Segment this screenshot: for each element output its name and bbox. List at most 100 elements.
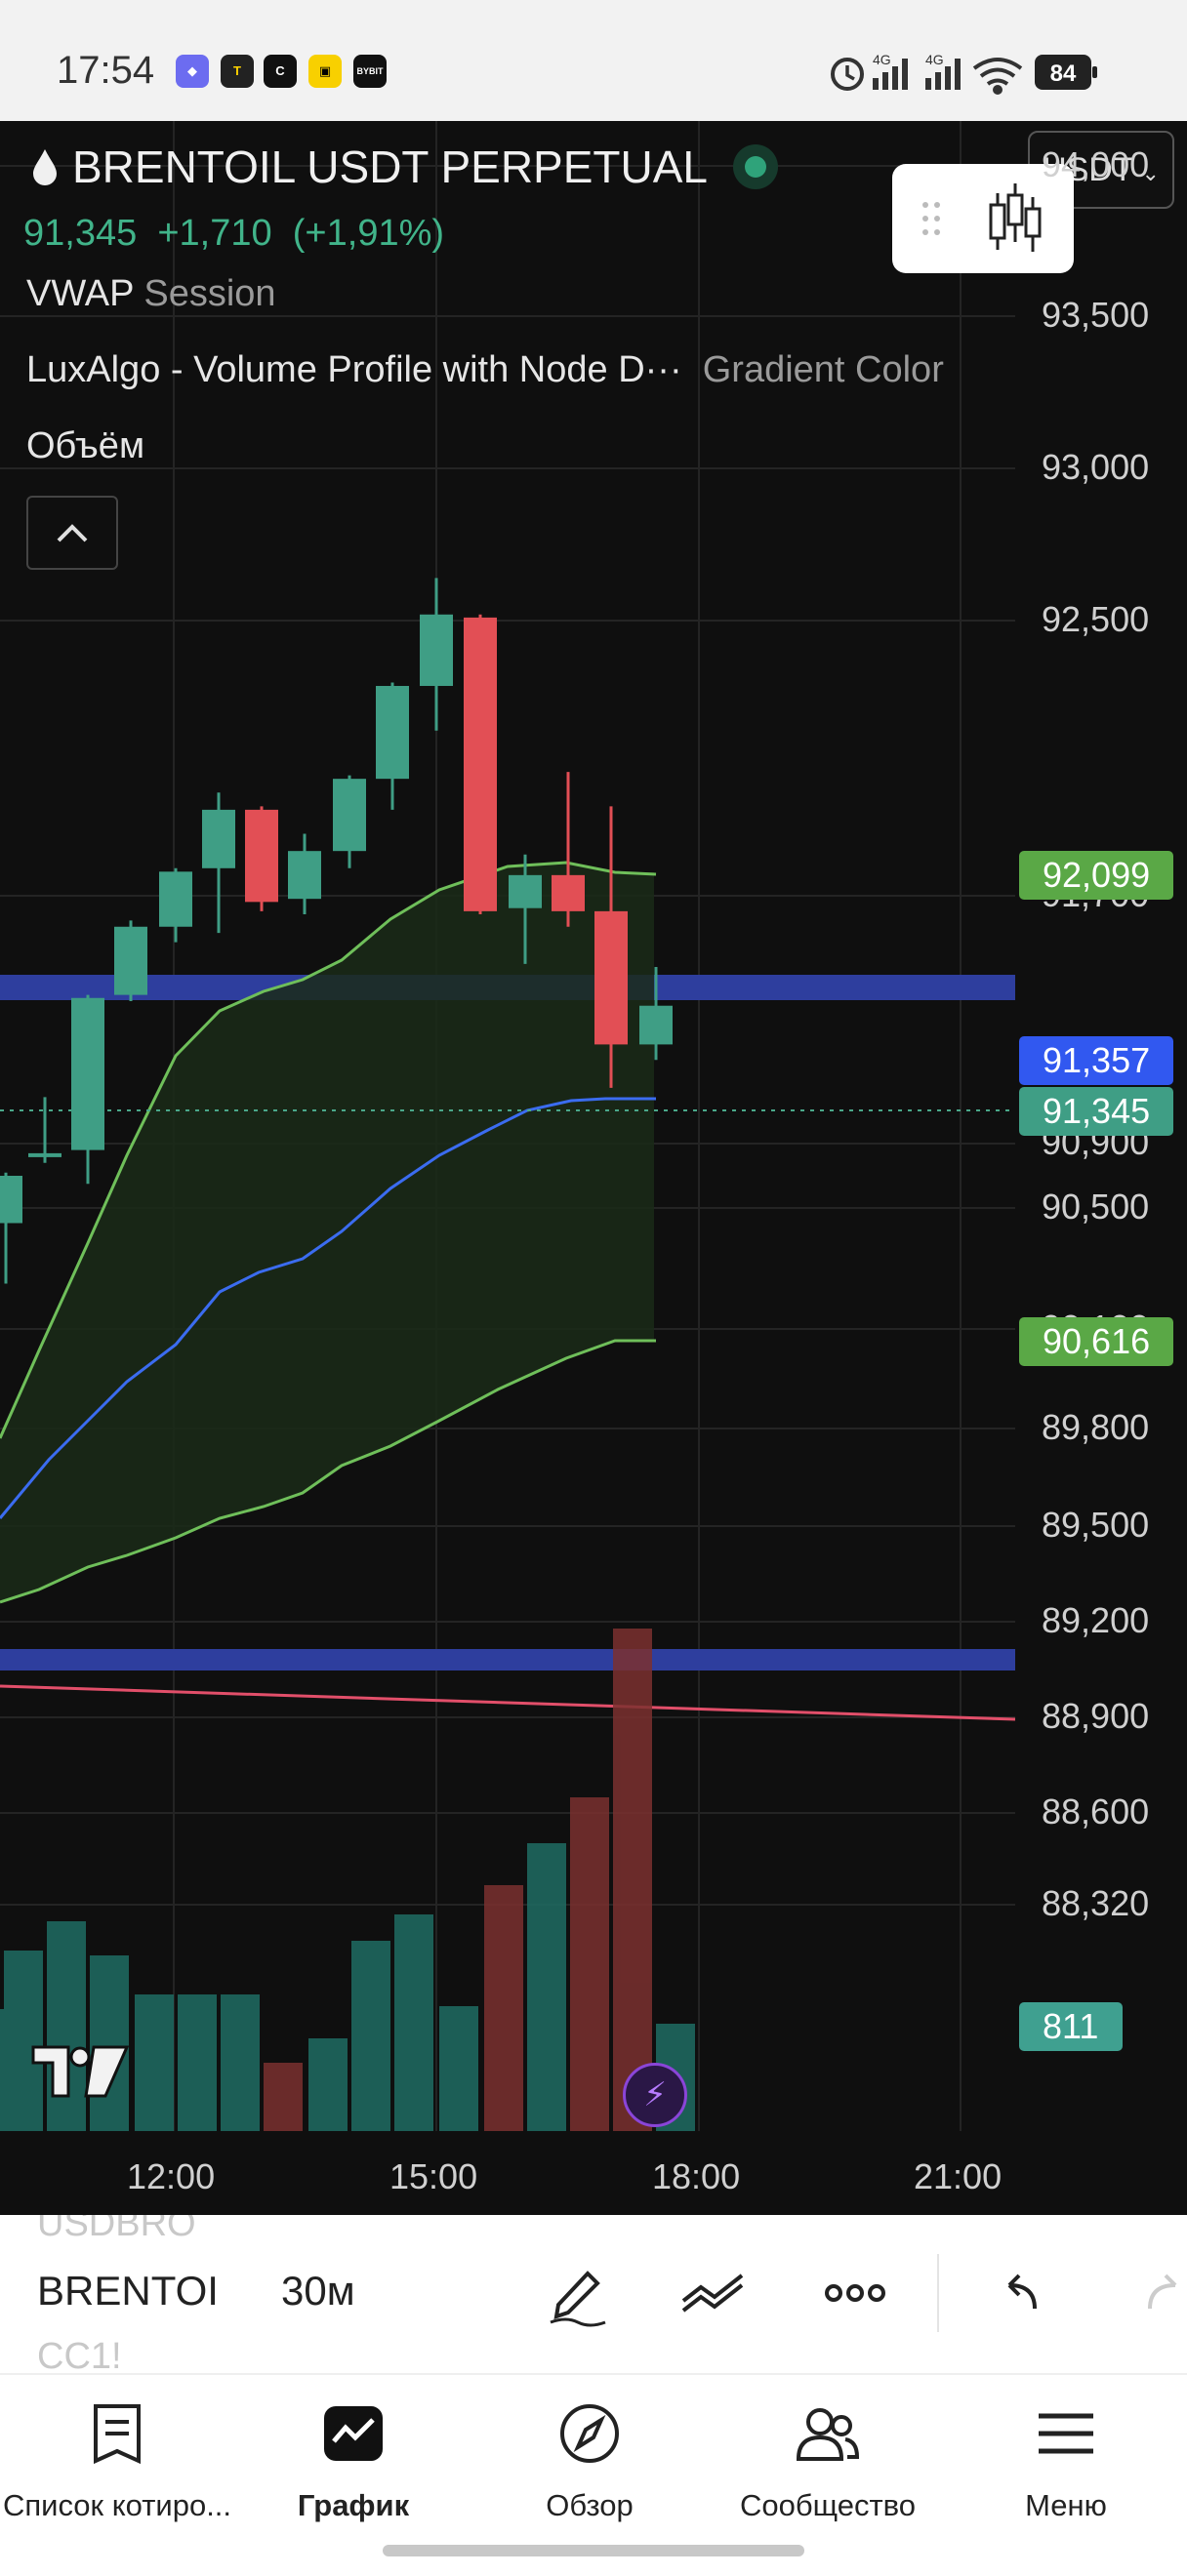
price-axis-label: 89,800: [1042, 1407, 1150, 1447]
trend-line: [0, 1684, 1016, 1721]
toolbar-divider: [937, 2254, 939, 2332]
price-axis-label: 93,500: [1042, 295, 1150, 335]
volume-bar: [439, 2006, 478, 2131]
watchlist-icon: [94, 2404, 141, 2465]
price-change-pct: (+1,91%): [292, 213, 445, 254]
candle-body: [288, 851, 321, 900]
support-zone: [0, 1649, 1015, 1670]
c-app-icon: C: [264, 55, 297, 88]
price-axis-label: 89,500: [1042, 1505, 1150, 1545]
lower-band-line: [0, 1339, 656, 1604]
chevron-down-icon: ⌄: [1141, 161, 1160, 185]
signal-icon-1: [873, 59, 908, 90]
vwap-name: VWAP: [26, 273, 134, 314]
price-axis-label: 93,000: [1042, 447, 1150, 487]
volume-bar: [570, 1797, 609, 2131]
luxalgo-name: LuxAlgo - Volume Profile with Node D···: [26, 349, 682, 390]
legend-symbol[interactable]: BRENTOIL USDT PERPETUAL: [29, 141, 778, 193]
vwap-tag: 91,357: [1019, 1036, 1173, 1085]
home-indicator[interactable]: [383, 2545, 804, 2556]
chart-icon: [324, 2406, 383, 2461]
price-axis-label: 88,320: [1042, 1883, 1150, 1923]
candle-body: [464, 617, 497, 911]
bolt-icon[interactable]: ⚡: [623, 2063, 687, 2127]
chart-plot[interactable]: [0, 121, 1187, 2215]
signal-icon-2: [925, 59, 961, 90]
tradingview-logo[interactable]: [29, 2039, 131, 2102]
volume-bars: [0, 1629, 695, 2131]
volume-bar: [221, 1994, 260, 2131]
market-status-icon: [733, 144, 778, 189]
candles: [0, 578, 673, 1284]
candle-body: [202, 809, 235, 868]
battery-level: 84: [1050, 60, 1077, 87]
chevron-up-icon: [57, 524, 88, 543]
nav-overview[interactable]: Обзор: [472, 2375, 707, 2551]
price-change: +1,710: [157, 213, 272, 254]
candle-body: [509, 874, 542, 908]
undo-icon[interactable]: [982, 2258, 1060, 2328]
upper-band-tag: 92,099: [1019, 851, 1173, 900]
band-fill: [0, 863, 654, 1602]
volume-bar: [264, 2063, 303, 2131]
nav-watchlist[interactable]: Список котиро...: [0, 2375, 234, 2551]
volume-name: Объём: [26, 425, 145, 466]
time-label: 12:00: [127, 2156, 216, 2196]
battery-icon: 84: [1035, 55, 1097, 90]
candle-body: [159, 871, 192, 927]
nav-label: Сообщество: [739, 2488, 917, 2522]
nav-menu[interactable]: Меню: [949, 2375, 1183, 2551]
last-price: 91,345: [23, 213, 138, 254]
indicator-vwap[interactable]: VWAP Session: [26, 273, 276, 315]
alarm-icon: [831, 58, 864, 91]
volume-bar: [351, 1941, 390, 2131]
vwap-param: Session: [143, 273, 276, 314]
trend-tools-icon[interactable]: [675, 2258, 754, 2328]
nav-label: Список котиро...: [2, 2488, 232, 2522]
vwap-line: [0, 1097, 656, 1519]
candle-body: [28, 1152, 61, 1157]
legend-price: 91,345 +1,710 (+1,91%): [23, 213, 444, 255]
nav-label: Обзор: [546, 2488, 634, 2522]
chart-type-widget[interactable]: [892, 164, 1074, 273]
chart-toolbar: USDBRO BRENTOI CC1! 30м: [0, 2215, 1187, 2373]
chart-canvas[interactable]: BRENTOIL USDT PERPETUAL 91,345 +1,710 (+…: [0, 121, 1187, 2215]
volume-tag: 811: [1019, 2002, 1123, 2051]
interval-selector[interactable]: 30м: [281, 2268, 355, 2314]
candle-body: [639, 1005, 673, 1045]
candle-body: [594, 910, 628, 1045]
candle-body: [245, 809, 278, 903]
volume-bar: [613, 1629, 652, 2131]
compass-icon: [560, 2404, 619, 2463]
volume-bar: [527, 1843, 566, 2131]
pencil-icon[interactable]: [539, 2258, 617, 2328]
status-icons: 4G 4G 84: [831, 52, 1097, 95]
symbol-selector[interactable]: BRENTOI: [37, 2268, 219, 2314]
redo-icon[interactable]: [1132, 2258, 1187, 2328]
community-icon: [796, 2408, 860, 2461]
collapse-legend-button[interactable]: [26, 496, 118, 570]
price-axis-label: 89,200: [1042, 1600, 1150, 1640]
volume-bar: [484, 1885, 523, 2131]
nav-chart[interactable]: График: [236, 2375, 471, 2551]
candle-body: [114, 926, 147, 995]
nav-label: Меню: [1025, 2488, 1107, 2522]
nav-community[interactable]: Сообщество: [711, 2375, 945, 2551]
network-label-2: 4G: [925, 52, 944, 67]
indicator-luxalgo[interactable]: LuxAlgo - Volume Profile with Node D··· …: [26, 349, 1012, 391]
volume-bar: [178, 1994, 217, 2131]
volume-bar: [135, 1994, 174, 2131]
price-axis-label: 88,900: [1042, 1696, 1150, 1736]
menu-icon: [1039, 2413, 1093, 2454]
last-price-tag: 91,345: [1019, 1087, 1173, 1136]
candle-body: [420, 614, 453, 686]
bottom-navigation: Список котиро... График Обзор Сообщество…: [0, 2373, 1187, 2576]
symbol-ghost-above: USDBRO: [37, 2215, 196, 2244]
teams-icon: ◆: [176, 55, 209, 88]
candle-body: [376, 685, 409, 780]
luxalgo-param: Gradient Color: [702, 349, 944, 390]
indicator-volume[interactable]: Объём: [26, 425, 144, 467]
upper-band-line: [0, 861, 657, 1439]
more-icon[interactable]: [816, 2258, 894, 2328]
candle-body: [552, 874, 585, 911]
